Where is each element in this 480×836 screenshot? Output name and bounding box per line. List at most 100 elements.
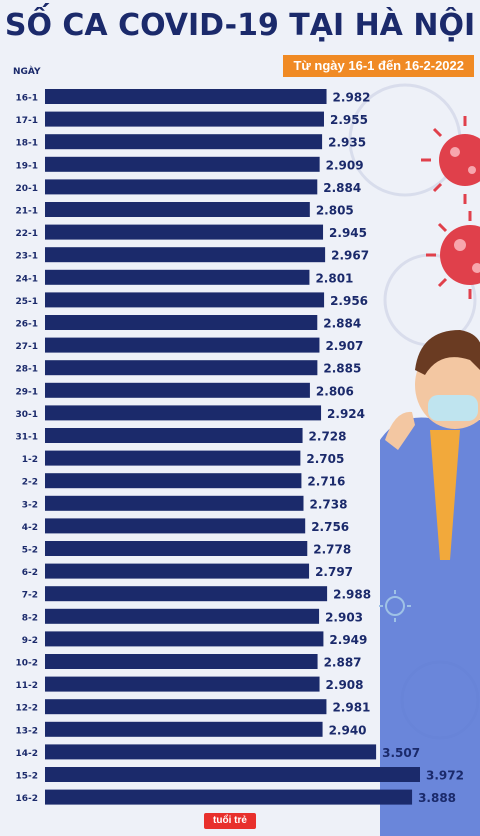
bar <box>45 428 303 443</box>
category-label: 15-2 <box>15 772 38 782</box>
value-label: 2.935 <box>328 136 366 150</box>
value-label: 3.507 <box>382 746 420 760</box>
bar <box>45 450 301 466</box>
value-label: 2.940 <box>329 723 367 737</box>
value-label: 2.909 <box>326 158 364 172</box>
y-axis-label: NGÀY <box>13 67 41 77</box>
bar <box>45 518 306 534</box>
category-label: 30-1 <box>15 410 38 420</box>
value-label: 2.924 <box>327 407 365 421</box>
category-label: 24-1 <box>15 274 38 284</box>
category-label: 29-1 <box>15 387 38 397</box>
category-label: 14-2 <box>15 749 38 759</box>
red-virus-icon <box>426 211 480 299</box>
bar <box>45 676 320 692</box>
value-label: 2.738 <box>309 497 347 511</box>
publisher-logo: tuổi trẻ <box>204 813 256 829</box>
value-label: 2.982 <box>333 91 371 105</box>
value-label: 2.705 <box>306 452 344 466</box>
category-label: 17-1 <box>15 116 38 126</box>
bar <box>45 631 324 647</box>
bar <box>45 247 326 263</box>
bar <box>45 473 302 489</box>
value-label: 2.967 <box>331 249 369 263</box>
category-label: 8-2 <box>22 613 38 623</box>
value-label: 2.949 <box>329 633 367 647</box>
value-label: 3.888 <box>418 791 456 805</box>
value-label: 3.972 <box>426 769 464 783</box>
bar <box>45 156 320 172</box>
value-label: 2.728 <box>309 430 347 444</box>
bar <box>45 360 318 376</box>
category-label: 18-1 <box>15 139 38 149</box>
bar <box>45 767 420 782</box>
category-label: 27-1 <box>15 342 38 352</box>
category-label: 1-2 <box>22 455 38 465</box>
bar <box>45 382 310 398</box>
value-label: 2.887 <box>324 656 362 670</box>
category-label: 26-1 <box>15 320 38 330</box>
bar <box>45 224 324 240</box>
bar <box>45 541 308 556</box>
value-label: 2.756 <box>311 520 349 534</box>
red-virus-icon <box>421 116 480 204</box>
category-label: 9-2 <box>22 636 38 646</box>
bar <box>45 405 322 421</box>
bar <box>45 134 323 150</box>
value-label: 2.955 <box>330 113 368 127</box>
bar <box>45 202 310 217</box>
value-label: 2.988 <box>333 588 371 602</box>
category-label: 4-2 <box>22 523 38 533</box>
value-label: 2.908 <box>326 678 364 692</box>
small-virus-icon <box>379 590 411 622</box>
bar <box>45 699 327 715</box>
bar <box>45 721 323 737</box>
value-label: 2.884 <box>323 317 361 331</box>
bar <box>45 654 318 669</box>
category-label: 2-2 <box>22 478 38 488</box>
category-label: 31-1 <box>15 433 38 443</box>
value-label: 2.884 <box>323 181 361 195</box>
category-label: 6-2 <box>22 568 38 578</box>
category-label: 16-2 <box>15 794 38 804</box>
value-label: 2.885 <box>323 362 361 376</box>
bar <box>45 563 310 579</box>
category-label: 12-2 <box>15 704 38 714</box>
value-label: 2.956 <box>330 294 368 308</box>
value-label: 2.801 <box>315 271 353 285</box>
value-label: 2.806 <box>316 384 354 398</box>
value-label: 2.945 <box>329 226 367 240</box>
category-label: 13-2 <box>15 726 38 736</box>
category-label: 7-2 <box>22 591 38 601</box>
bar <box>45 337 320 353</box>
bar <box>45 315 318 330</box>
value-label: 2.778 <box>313 543 351 557</box>
category-label: 23-1 <box>15 252 38 262</box>
value-label: 2.903 <box>325 610 363 624</box>
category-label: 11-2 <box>15 681 38 691</box>
bar <box>45 495 304 511</box>
value-label: 2.805 <box>316 204 354 218</box>
category-label: 10-2 <box>15 659 38 669</box>
category-label: 25-1 <box>15 297 38 307</box>
value-label: 2.981 <box>332 701 370 715</box>
masked-person-illustration <box>380 330 480 836</box>
category-label: 20-1 <box>15 184 38 194</box>
bar <box>45 744 377 760</box>
bar <box>45 608 320 624</box>
value-label: 2.797 <box>315 565 353 579</box>
category-label: 3-2 <box>22 500 38 510</box>
bar <box>45 111 324 127</box>
category-label: 5-2 <box>22 546 38 556</box>
category-label: 19-1 <box>15 161 38 171</box>
value-label: 2.907 <box>325 339 363 353</box>
bar <box>45 789 413 805</box>
category-label: 16-1 <box>15 94 38 104</box>
date-range-badge: Từ ngày 16-1 đến 16-2-2022 <box>283 55 474 77</box>
bar <box>45 179 318 195</box>
category-label: 28-1 <box>15 365 38 375</box>
bar <box>45 292 325 308</box>
value-label: 2.716 <box>307 475 345 489</box>
